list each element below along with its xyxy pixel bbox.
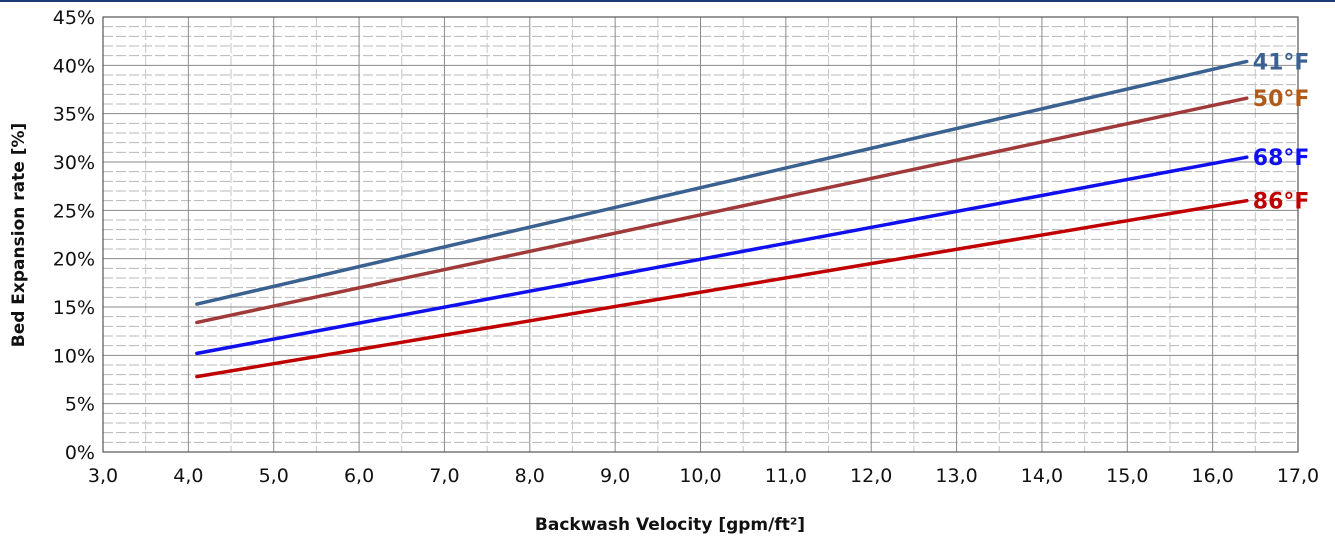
x-tick-label: 14,0 [1021,465,1063,487]
series-line [195,155,1249,356]
series-line [195,96,1249,325]
series-label: 41°F [1253,50,1310,75]
y-tick-label: 0% [65,442,95,464]
series-lines [195,59,1249,379]
y-tick-label: 35% [53,104,95,126]
x-axis-ticks: 3,0 4,0 5,0 6,0 7,0 8,0 9,0 10,0 11,0 12,0 13,0 14,… [88,465,1319,487]
y-tick-label: 30% [53,152,95,174]
x-tick-label: 12,0 [850,465,892,487]
x-axis-title: Backwash Velocity [gpm/ft²] [535,515,805,535]
x-tick-label: 15,0 [1106,465,1148,487]
y-tick-label: 20% [53,249,95,271]
y-axis-ticks: 0% 5% 10% 15% 20% 25% 30% 35% 40% 45% [53,7,95,464]
series-labels: 41°F 50°F 68°F 86°F [1253,50,1310,214]
plot-border [102,16,1299,453]
series-line [195,59,1249,306]
x-tick-label: 8,0 [515,465,545,487]
x-tick-label: 9,0 [600,465,630,487]
x-tick-label: 17,0 [1277,465,1319,487]
x-tick-label: 6,0 [344,465,374,487]
x-tick-label: 3,0 [88,465,118,487]
x-tick-label: 13,0 [935,465,977,487]
x-tick-label: 4,0 [173,465,203,487]
series-label: 50°F [1253,87,1310,112]
plot-area-border [102,16,1299,453]
y-tick-label: 25% [53,200,95,222]
x-tick-label: 7,0 [429,465,459,487]
x-tick-label: 10,0 [679,465,721,487]
x-tick-label: 16,0 [1191,465,1233,487]
x-tick-label: 5,0 [259,465,289,487]
y-tick-label: 15% [53,297,95,319]
series-line [195,198,1249,379]
grid [102,16,1299,453]
y-tick-label: 40% [53,55,95,77]
y-axis-title: Bed Expansion rate [%] [9,123,29,348]
y-tick-label: 5% [65,394,95,416]
series-label: 86°F [1253,190,1310,215]
y-tick-label: 45% [53,7,95,29]
y-tick-label: 10% [53,345,95,367]
series-label: 68°F [1253,146,1310,171]
top-border [0,0,1335,2]
x-tick-label: 11,0 [765,465,807,487]
